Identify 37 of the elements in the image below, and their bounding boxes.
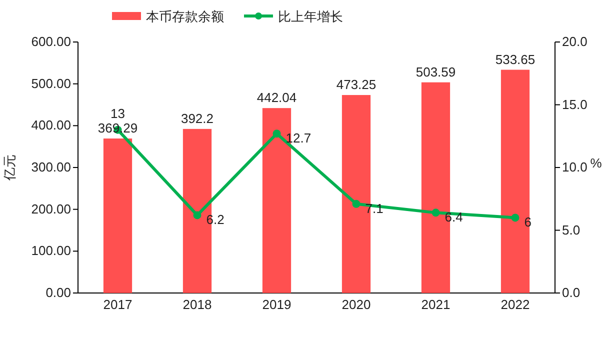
y-tick-label: 0.00 bbox=[46, 285, 71, 300]
bar bbox=[103, 138, 132, 293]
y-axis-title: 亿元 bbox=[2, 154, 17, 182]
point bbox=[272, 130, 281, 138]
x-tick-label: 2019 bbox=[262, 297, 292, 312]
point bbox=[352, 200, 360, 208]
x-tick-label: 2017 bbox=[103, 297, 132, 312]
data-label: 473.25 bbox=[336, 77, 376, 92]
data-label: 392.2 bbox=[180, 110, 214, 126]
data-label: 369.29 bbox=[98, 120, 138, 136]
y-tick-label: 500.00 bbox=[31, 76, 71, 91]
x-tick-label: 2018 bbox=[182, 297, 212, 312]
point bbox=[511, 214, 520, 222]
y-tick-label: 400.00 bbox=[31, 118, 71, 133]
y2-tick-label: 20.0 bbox=[562, 34, 588, 49]
data-label: 442.04 bbox=[256, 90, 297, 106]
y-tick-label: 200.00 bbox=[31, 201, 71, 216]
point bbox=[432, 208, 440, 217]
y2-tick-label: 15.0 bbox=[562, 96, 588, 112]
y2-tick-label: 0.0 bbox=[562, 285, 580, 300]
data-label: 533.65 bbox=[495, 52, 536, 67]
y2-axis-title: % bbox=[590, 156, 602, 170]
point bbox=[193, 211, 202, 220]
y-tick-label: 300.00 bbox=[31, 160, 71, 174]
data-label: 13 bbox=[110, 106, 125, 121]
data-label: 503.59 bbox=[416, 64, 456, 80]
bar bbox=[500, 70, 530, 293]
y2-tick-label: 5.0 bbox=[562, 222, 580, 238]
x-tick-label: 2022 bbox=[500, 297, 530, 312]
y2-tick-label: 10.0 bbox=[562, 160, 588, 174]
data-label: 7.1 bbox=[365, 200, 384, 216]
y-tick-label: 100.00 bbox=[31, 243, 71, 258]
x-tick-label: 2020 bbox=[342, 297, 371, 312]
x-tick-label: 2021 bbox=[421, 297, 450, 312]
legend-label: 本币存款余额 bbox=[146, 9, 224, 24]
legend-label: 比上年增长 bbox=[278, 9, 343, 24]
y-tick-label: 600.00 bbox=[31, 34, 71, 49]
